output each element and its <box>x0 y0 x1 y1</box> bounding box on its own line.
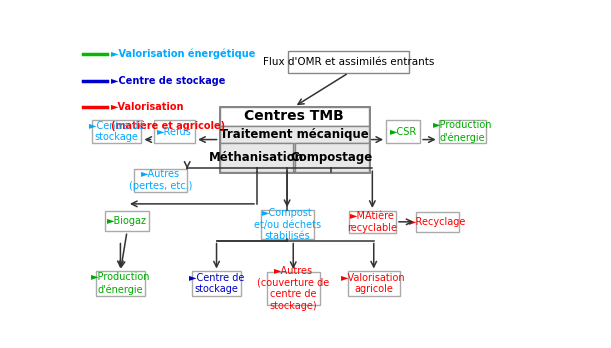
Text: ►Biogaz: ►Biogaz <box>107 216 147 226</box>
Text: ►Centre de
stockage: ►Centre de stockage <box>189 273 244 294</box>
FancyBboxPatch shape <box>219 107 369 172</box>
Text: ►Valorisation
agricole: ►Valorisation agricole <box>342 273 406 294</box>
Text: ►Autres
(pertes, etc.): ►Autres (pertes, etc.) <box>129 169 192 191</box>
FancyBboxPatch shape <box>134 169 187 192</box>
FancyBboxPatch shape <box>219 143 293 172</box>
FancyBboxPatch shape <box>348 271 400 295</box>
Text: Traitement mécanique: Traitement mécanique <box>220 128 368 141</box>
Text: Centres TMB: Centres TMB <box>244 109 344 124</box>
FancyBboxPatch shape <box>260 210 313 239</box>
Text: ►Production
d'énergie: ►Production d'énergie <box>433 120 492 143</box>
Text: Compostage: Compostage <box>290 151 373 164</box>
FancyBboxPatch shape <box>439 120 486 143</box>
FancyBboxPatch shape <box>95 271 145 295</box>
FancyBboxPatch shape <box>192 271 241 295</box>
FancyBboxPatch shape <box>416 212 459 232</box>
FancyBboxPatch shape <box>92 120 142 143</box>
Text: ►Centre de
stockage: ►Centre de stockage <box>89 121 144 142</box>
Text: ►CSR: ►CSR <box>389 127 417 136</box>
Text: ►Refus: ►Refus <box>157 127 192 136</box>
FancyBboxPatch shape <box>288 51 409 73</box>
Text: Flux d'OMR et assimilés entrants: Flux d'OMR et assimilés entrants <box>263 57 434 67</box>
FancyBboxPatch shape <box>105 211 149 231</box>
Text: Méthanisation: Méthanisation <box>210 151 304 164</box>
FancyBboxPatch shape <box>219 107 369 126</box>
Text: ►Valorisation: ►Valorisation <box>111 102 185 112</box>
Text: ►MAtière
recyclable: ►MAtière recyclable <box>347 211 397 232</box>
Text: ►Centre de stockage: ►Centre de stockage <box>111 76 225 86</box>
Text: (matière et agricole): (matière et agricole) <box>111 121 225 132</box>
FancyBboxPatch shape <box>219 126 369 143</box>
FancyBboxPatch shape <box>295 143 369 172</box>
FancyBboxPatch shape <box>349 211 396 233</box>
Text: ►Recyclage: ►Recyclage <box>409 217 466 227</box>
Text: ►Autres
(couverture de
centre de
stockage): ►Autres (couverture de centre de stockag… <box>257 266 329 311</box>
Text: ►Production
d'énergie: ►Production d'énergie <box>90 272 150 294</box>
FancyBboxPatch shape <box>386 120 420 143</box>
Text: ►Compost
et/ou déchets
stabilisés: ►Compost et/ou déchets stabilisés <box>254 208 321 241</box>
Text: ►Valorisation énergétique: ►Valorisation énergétique <box>111 49 255 59</box>
FancyBboxPatch shape <box>153 120 196 143</box>
FancyBboxPatch shape <box>267 272 320 304</box>
